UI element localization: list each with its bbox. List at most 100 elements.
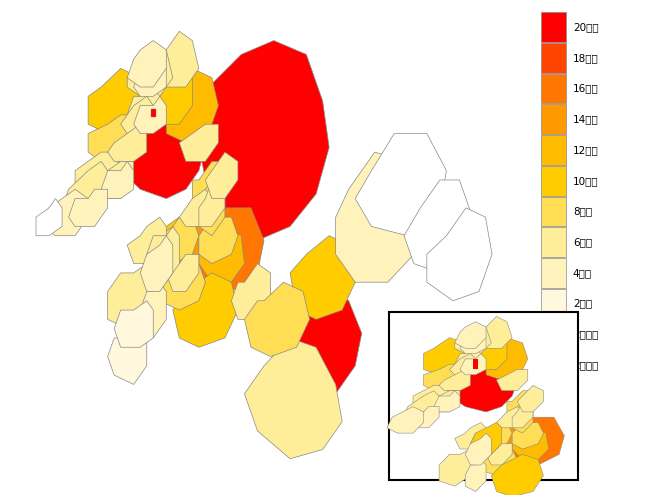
- Polygon shape: [424, 338, 465, 375]
- Polygon shape: [114, 301, 153, 347]
- Bar: [541, 289, 566, 318]
- Polygon shape: [424, 391, 460, 412]
- Polygon shape: [199, 217, 238, 264]
- Bar: [473, 359, 478, 369]
- Polygon shape: [108, 264, 153, 329]
- Bar: [541, 12, 566, 42]
- Polygon shape: [192, 180, 225, 236]
- Polygon shape: [455, 327, 491, 353]
- Polygon shape: [127, 41, 166, 87]
- Polygon shape: [75, 152, 121, 198]
- Polygon shape: [481, 449, 517, 476]
- Bar: [541, 197, 566, 226]
- Polygon shape: [471, 423, 502, 454]
- Polygon shape: [140, 282, 166, 338]
- Text: 8件～: 8件～: [573, 206, 592, 216]
- Polygon shape: [232, 264, 271, 319]
- Polygon shape: [404, 180, 473, 273]
- Polygon shape: [147, 68, 192, 124]
- Polygon shape: [496, 417, 564, 465]
- Polygon shape: [244, 282, 310, 356]
- Polygon shape: [121, 97, 153, 134]
- Polygon shape: [434, 391, 460, 412]
- Polygon shape: [517, 386, 543, 412]
- Polygon shape: [69, 189, 108, 226]
- Polygon shape: [173, 273, 238, 347]
- Polygon shape: [147, 217, 186, 273]
- Polygon shape: [108, 124, 147, 161]
- Polygon shape: [355, 134, 446, 236]
- Polygon shape: [512, 401, 533, 428]
- Polygon shape: [205, 152, 238, 198]
- Bar: [541, 104, 566, 134]
- Text: 6件～: 6件～: [573, 237, 592, 247]
- Polygon shape: [127, 87, 160, 124]
- Bar: [541, 319, 566, 349]
- Polygon shape: [403, 391, 439, 423]
- Polygon shape: [476, 316, 512, 348]
- Bar: [541, 135, 566, 165]
- Bar: [541, 227, 566, 257]
- Bar: [541, 74, 566, 103]
- Text: 2件～: 2件～: [573, 298, 592, 308]
- Text: 20件～: 20件～: [573, 22, 599, 32]
- Text: 10件～: 10件～: [573, 176, 599, 186]
- Polygon shape: [507, 391, 538, 417]
- Polygon shape: [192, 161, 232, 208]
- Polygon shape: [153, 31, 199, 87]
- Polygon shape: [460, 332, 486, 353]
- Polygon shape: [507, 401, 533, 433]
- Polygon shape: [465, 433, 491, 465]
- Bar: [389, 312, 578, 480]
- Text: 2件未満: 2件未満: [573, 360, 598, 370]
- Text: 16件～: 16件～: [573, 84, 599, 94]
- Polygon shape: [160, 264, 205, 310]
- Polygon shape: [512, 428, 548, 460]
- Bar: [541, 350, 566, 380]
- Polygon shape: [108, 319, 147, 385]
- Polygon shape: [134, 59, 166, 97]
- Polygon shape: [486, 444, 512, 465]
- Polygon shape: [471, 338, 507, 369]
- Polygon shape: [460, 353, 486, 375]
- Bar: [541, 166, 566, 196]
- Text: 2件未満: 2件未満: [573, 329, 598, 339]
- Polygon shape: [481, 423, 512, 449]
- Text: 18件～: 18件～: [573, 53, 599, 63]
- Polygon shape: [496, 369, 528, 391]
- Polygon shape: [439, 369, 471, 391]
- Bar: [541, 258, 566, 288]
- Polygon shape: [336, 152, 420, 282]
- Polygon shape: [449, 353, 476, 375]
- Bar: [541, 43, 566, 73]
- Polygon shape: [147, 226, 180, 282]
- Polygon shape: [88, 115, 134, 161]
- Polygon shape: [408, 406, 439, 428]
- Polygon shape: [290, 236, 355, 319]
- Text: 12件～: 12件～: [573, 145, 599, 155]
- Polygon shape: [512, 423, 543, 449]
- Polygon shape: [496, 423, 533, 449]
- Polygon shape: [496, 406, 523, 428]
- Polygon shape: [491, 454, 543, 495]
- Polygon shape: [114, 78, 209, 198]
- Polygon shape: [180, 124, 218, 161]
- Polygon shape: [199, 180, 225, 226]
- Polygon shape: [424, 364, 460, 391]
- Polygon shape: [199, 226, 244, 282]
- Polygon shape: [244, 338, 342, 459]
- Polygon shape: [140, 236, 173, 292]
- Polygon shape: [439, 449, 476, 486]
- Polygon shape: [166, 68, 218, 143]
- Polygon shape: [88, 68, 140, 134]
- Polygon shape: [284, 287, 362, 394]
- Polygon shape: [180, 208, 264, 292]
- Polygon shape: [199, 41, 329, 241]
- Polygon shape: [387, 406, 424, 433]
- Polygon shape: [62, 161, 108, 217]
- Polygon shape: [413, 386, 449, 412]
- Polygon shape: [427, 208, 492, 301]
- Polygon shape: [486, 338, 528, 380]
- Bar: [150, 108, 156, 116]
- Polygon shape: [166, 254, 199, 292]
